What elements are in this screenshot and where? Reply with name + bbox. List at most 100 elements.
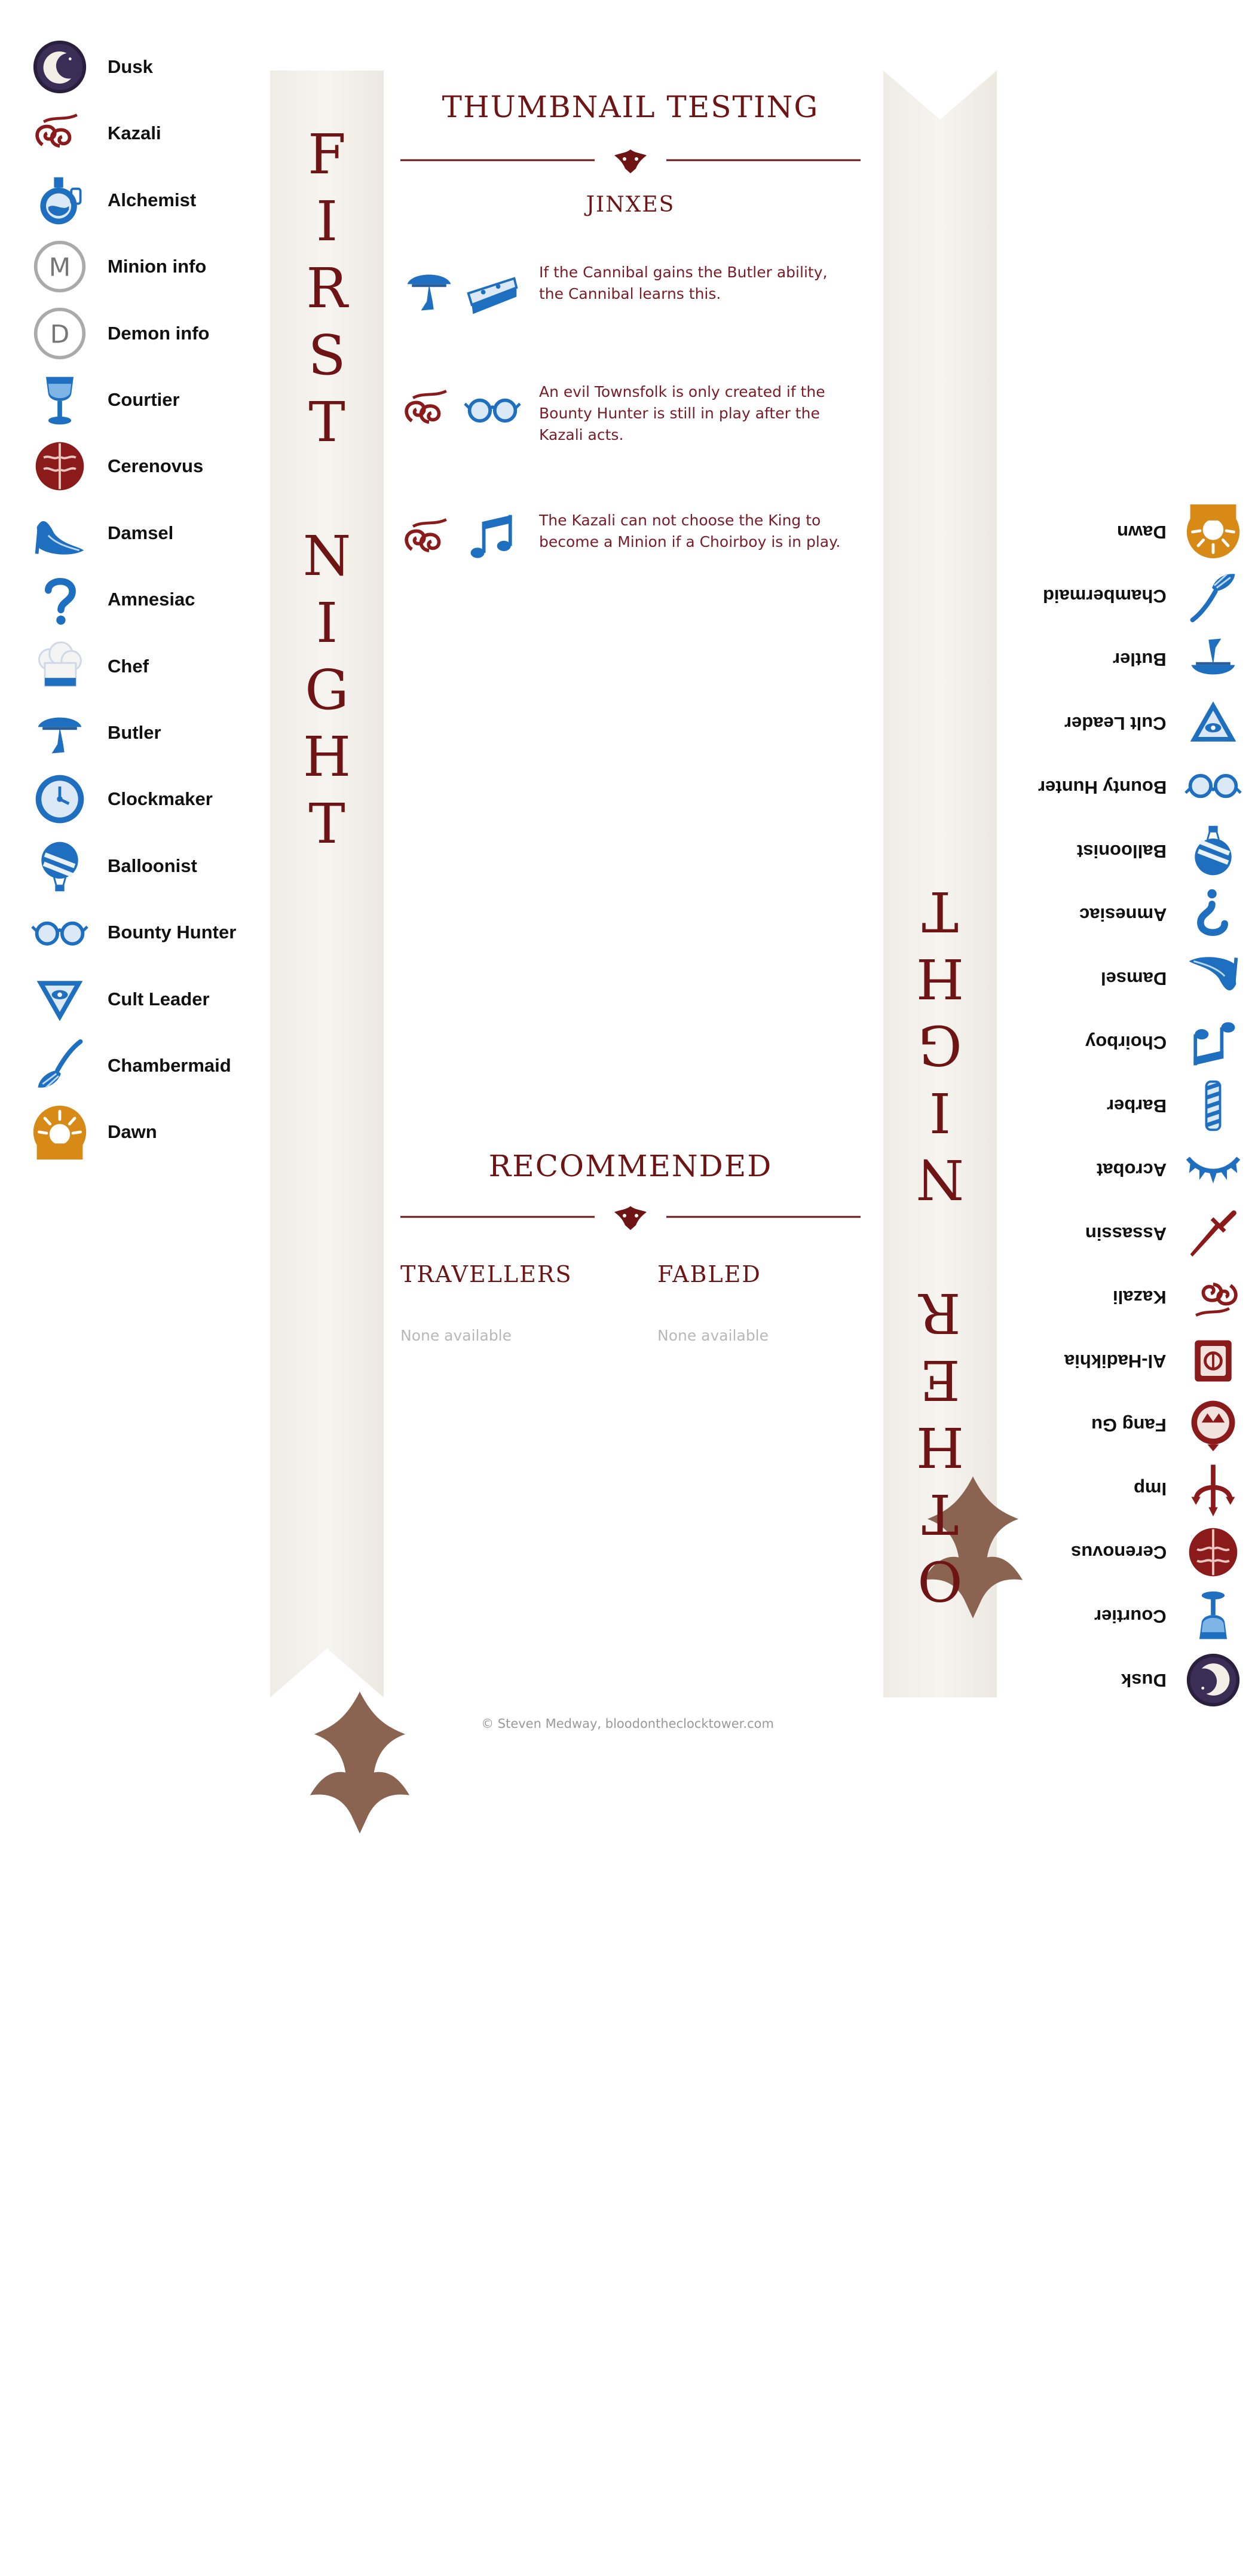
crown-icon — [1183, 1140, 1243, 1200]
triangle-eye-icon — [1183, 693, 1243, 753]
first-night-entry-label: Chambermaid — [108, 1055, 231, 1076]
other-night-entry-label: Cult Leader — [1064, 713, 1167, 735]
other-night-entry: Amnesiac — [1079, 885, 1243, 944]
fabled-heading: FABLED — [657, 1261, 761, 1287]
demon-info-icon: D — [30, 304, 90, 363]
first-night-entry: Dawn — [30, 1102, 157, 1162]
first-night-list: Dusk Kazali Alchemist M Minion info D Demo… — [0, 0, 263, 1775]
banner-letter: E — [920, 1348, 960, 1412]
other-night-entry-label: Damsel — [1100, 968, 1167, 989]
other-night-entry: Barber — [1107, 1076, 1243, 1136]
sun-icon — [1183, 502, 1243, 562]
first-night-entry-label: Dawn — [108, 1121, 157, 1143]
recommended-divider — [400, 1199, 861, 1235]
other-night-entry: Courtier — [1094, 1586, 1243, 1646]
fang-gu-icon — [1183, 1395, 1243, 1455]
banner-letter: T — [922, 879, 959, 943]
first-night-entry: Alchemist — [30, 170, 196, 230]
banner-letter: H — [916, 1415, 965, 1479]
minion-info-icon: M — [30, 237, 90, 296]
first-night-entry: Chambermaid — [30, 1036, 231, 1096]
banner-letter: N — [302, 524, 351, 588]
banner-letter: H — [916, 946, 965, 1010]
first-night-entry: Chef — [30, 637, 149, 696]
first-night-entry: Butler — [30, 703, 161, 763]
banner-letter: O — [917, 1549, 963, 1613]
first-night-entry: Cult Leader — [30, 969, 210, 1029]
slipper-icon — [1183, 949, 1243, 1008]
music-notes-icon — [464, 509, 521, 567]
svg-text:M: M — [49, 253, 71, 282]
banner-letter: H — [302, 725, 351, 789]
triangle-eye-icon — [30, 969, 90, 1029]
title-divider — [400, 142, 861, 178]
other-night-entry: Choirboy — [1085, 1012, 1243, 1072]
other-night-entry-label: Assassin — [1085, 1223, 1167, 1244]
spectacles-icon — [464, 381, 521, 438]
goblet-icon — [1183, 1586, 1243, 1646]
jinx-icons — [400, 505, 538, 571]
banner-letter: T — [922, 1482, 959, 1546]
travellers-heading: TRAVELLERS — [400, 1261, 573, 1287]
first-night-entry: Damsel — [30, 503, 173, 563]
first-night-entry: Amnesiac — [30, 570, 195, 629]
question-mark-icon — [30, 570, 90, 629]
jinx-row: If the Cannibal gains the Butler ability… — [400, 257, 861, 323]
first-night-entry-label: Demon info — [108, 322, 210, 344]
sun-icon — [30, 1102, 90, 1162]
banner-letter: N — [916, 1147, 965, 1211]
first-night-entry: Cerenovus — [30, 436, 203, 496]
other-night-entry-label: Al-Hadikhia — [1064, 1351, 1167, 1372]
jinx-row: The Kazali can not choose the King to be… — [400, 505, 861, 571]
other-night-entry-label: Dawn — [1117, 522, 1167, 543]
other-night-entry: Assassin — [1085, 1204, 1243, 1263]
feather-duster-icon — [30, 1036, 90, 1096]
other-night-entry: Kazali — [1113, 1267, 1243, 1327]
goblet-icon — [30, 370, 90, 430]
cake-icon — [464, 261, 521, 319]
banner-letter: T — [308, 792, 345, 856]
other-night-entry: Al-Hadikhia — [1064, 1331, 1243, 1391]
other-night-entry-label: Cerenovus — [1070, 1542, 1167, 1564]
banner-letter: I — [316, 189, 338, 253]
butler-icon — [30, 703, 90, 763]
banner-letter: I — [929, 1080, 951, 1144]
other-night-entry-label: Bounty Hunter — [1037, 776, 1167, 798]
first-night-entry: Bounty Hunter — [30, 902, 236, 962]
chef-hat-icon — [30, 637, 90, 696]
first-night-entry: Kazali — [30, 103, 161, 163]
first-night-entry-label: Chef — [108, 655, 149, 677]
brain-icon — [1183, 1522, 1243, 1582]
butler-icon — [1183, 629, 1243, 689]
balloon-icon — [1183, 821, 1243, 881]
dagger-icon — [1183, 1204, 1243, 1263]
first-night-entry-label: Bounty Hunter — [108, 922, 237, 943]
first-night-entry-label: Cerenovus — [108, 455, 204, 477]
first-night-entry: Courtier — [30, 370, 180, 430]
barber-pole-icon — [1183, 1076, 1243, 1136]
kazali-icon — [400, 509, 458, 567]
clock-icon — [30, 769, 90, 829]
other-night-entry: Cerenovus — [1071, 1522, 1243, 1582]
banner-letter: F — [308, 123, 346, 186]
first-night-entry: D Demon info — [30, 304, 210, 363]
jinx-icons — [400, 257, 538, 323]
other-night-entry: Acrobat — [1097, 1140, 1243, 1200]
kazali-icon — [400, 381, 458, 438]
other-night-entry: Balloonist — [1077, 821, 1243, 881]
other-night-entry-label: Amnesiac — [1079, 904, 1167, 926]
first-night-entry: Dusk — [30, 37, 153, 97]
other-night-entry-label: Acrobat — [1096, 1159, 1167, 1180]
question-mark-icon — [1183, 885, 1243, 944]
jinx-text: If the Cannibal gains the Butler ability… — [539, 264, 828, 302]
slipper-icon — [30, 503, 90, 563]
jinx-icons — [400, 377, 538, 442]
script-title: THUMBNAIL TESTING — [442, 90, 819, 124]
jinx-row: An evil Townsfolk is only created if the… — [400, 377, 861, 443]
fleur-ornament-icon — [916, 734, 1023, 1619]
other-night-entry: Dawn — [1117, 502, 1243, 562]
recommended-heading: RECOMMENDED — [488, 1149, 773, 1183]
banner-ribbon — [270, 71, 384, 1697]
